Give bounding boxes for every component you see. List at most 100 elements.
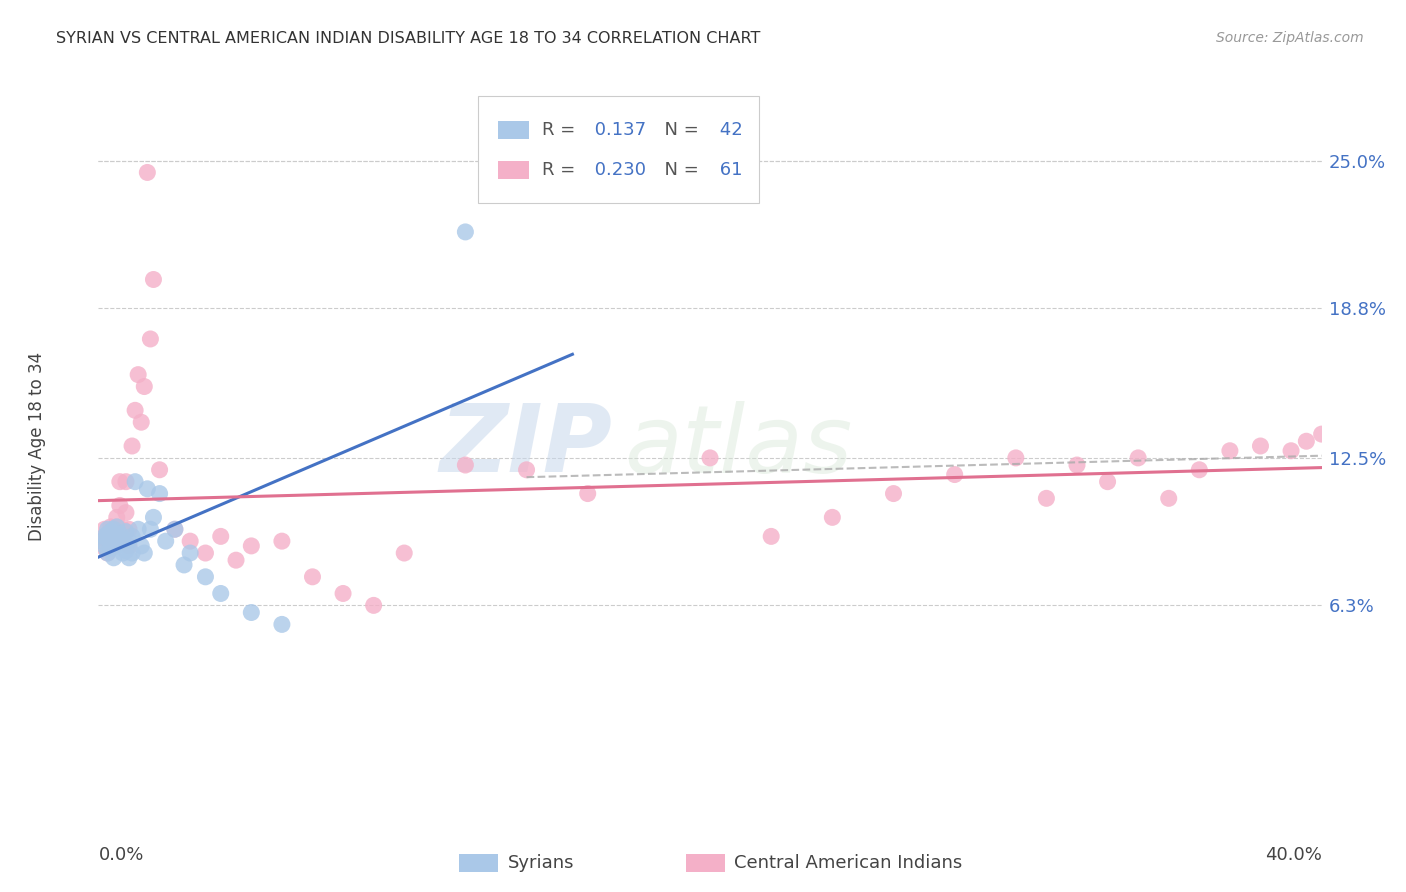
Point (1035, 491, 1057, 506)
Point (103, 534, 125, 549)
Point (1279, 443, 1302, 458)
Point (142, 272, 165, 286)
Point (194, 570, 217, 584)
Point (97, 527, 120, 541)
Point (454, 458, 477, 472)
Point (103, 522, 125, 536)
Point (1157, 491, 1180, 506)
Point (93, 532, 115, 546)
Point (149, 463, 172, 477)
Point (1249, 439, 1271, 453)
Point (392, 546, 416, 560)
Point (883, 486, 905, 500)
Point (1097, 475, 1119, 489)
Text: 0.230: 0.230 (589, 161, 645, 178)
Point (1188, 463, 1211, 477)
Point (127, 522, 149, 536)
Point (105, 539, 128, 553)
Bar (686, 855, 724, 872)
Text: R =: R = (543, 161, 582, 178)
Point (270, 534, 292, 549)
Point (100, 534, 122, 549)
Point (699, 450, 721, 465)
Point (129, 539, 152, 553)
Point (173, 558, 195, 572)
Point (100, 520, 122, 534)
Point (209, 586, 232, 600)
Point (111, 522, 134, 536)
Point (103, 539, 125, 553)
Point (118, 534, 141, 549)
FancyBboxPatch shape (478, 96, 759, 203)
Text: ZIP: ZIP (439, 400, 612, 492)
Point (100, 532, 122, 546)
Point (100, 524, 122, 539)
Point (240, 539, 263, 553)
Point (121, 546, 143, 560)
Point (179, 546, 201, 560)
Point (454, 225, 477, 239)
Point (121, 439, 143, 453)
Point (332, 586, 354, 600)
Text: 0.0%: 0.0% (98, 846, 143, 863)
Text: atlas: atlas (624, 401, 852, 491)
Point (103, 522, 125, 536)
Point (93, 522, 115, 536)
Point (301, 570, 323, 584)
Text: Source: ZipAtlas.com: Source: ZipAtlas.com (1216, 31, 1364, 45)
Point (97, 522, 120, 536)
Point (163, 522, 186, 536)
Point (1310, 427, 1333, 442)
Text: 40.0%: 40.0% (1265, 846, 1322, 863)
Point (270, 617, 292, 632)
Point (90, 534, 112, 549)
Text: N =: N = (652, 161, 704, 178)
Text: Central American Indians: Central American Indians (734, 854, 963, 871)
Point (115, 543, 138, 558)
Point (209, 529, 232, 543)
Text: R =: R = (543, 121, 582, 139)
Point (1295, 434, 1317, 449)
Point (136, 165, 159, 179)
Point (127, 368, 149, 382)
Text: Syrians: Syrians (508, 854, 575, 871)
Point (118, 522, 141, 536)
Point (105, 520, 128, 534)
Point (115, 524, 138, 539)
Point (142, 510, 165, 524)
Point (134, 546, 156, 560)
Point (139, 332, 162, 346)
Point (516, 463, 538, 477)
Point (93, 539, 115, 553)
Point (111, 532, 134, 546)
Point (155, 534, 177, 549)
Point (139, 522, 162, 536)
Point (118, 550, 141, 565)
Bar (460, 855, 498, 872)
Point (821, 510, 844, 524)
Point (1066, 458, 1088, 472)
Point (225, 553, 247, 567)
Text: 0.137: 0.137 (589, 121, 645, 139)
Point (111, 546, 134, 560)
Point (134, 379, 156, 393)
Text: SYRIAN VS CENTRAL AMERICAN INDIAN DISABILITY AGE 18 TO 34 CORRELATION CHART: SYRIAN VS CENTRAL AMERICAN INDIAN DISABI… (56, 31, 761, 46)
Point (194, 546, 217, 560)
Point (100, 541, 122, 556)
Point (121, 529, 143, 543)
Point (108, 527, 131, 541)
Point (108, 536, 131, 550)
Point (129, 415, 152, 429)
Point (163, 522, 186, 536)
Point (97, 529, 120, 543)
Bar (498, 161, 529, 178)
Point (105, 520, 128, 534)
Point (943, 467, 966, 482)
Point (90, 539, 112, 553)
Point (136, 482, 159, 496)
Point (108, 475, 131, 489)
Point (1004, 450, 1026, 465)
Text: Disability Age 18 to 34: Disability Age 18 to 34 (28, 351, 46, 541)
Point (111, 534, 134, 549)
Point (124, 475, 146, 489)
